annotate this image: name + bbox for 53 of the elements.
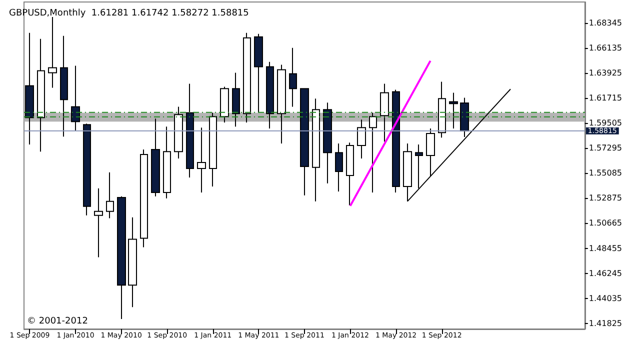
candlestick [83, 123, 91, 216]
candlestick [48, 16, 57, 88]
candlestick [106, 172, 114, 219]
candlestick [71, 65, 80, 132]
candlestick [357, 119, 366, 159]
y-tick-label: 1.41825 [588, 318, 622, 328]
candlestick [438, 81, 446, 138]
candlestick [243, 32, 251, 124]
candlestick [174, 106, 183, 159]
y-tick-label: 1.48455 [588, 244, 622, 253]
y-tick-label: 1.61715 [588, 94, 622, 103]
y-tick-label: 1.44035 [588, 294, 622, 303]
y-tick-label: 1.59505 [588, 118, 622, 128]
candlestick [186, 83, 194, 178]
candlestick [266, 61, 274, 130]
candlestick [128, 216, 137, 308]
candlestick [449, 92, 458, 130]
candlestick [197, 127, 206, 193]
candlestick [289, 47, 297, 108]
y-tick-label: 1.52875 [588, 194, 622, 203]
candlestick [254, 33, 263, 114]
candlestick [94, 188, 103, 258]
y-tick-label: 1.57295 [588, 144, 622, 153]
y-tick-label: 1.50665 [588, 218, 622, 228]
candlestick [220, 86, 229, 124]
y-tick-label: 1.63925 [588, 68, 622, 78]
candlestick [312, 98, 320, 202]
annotation: © 2001-2012 [27, 316, 88, 326]
candlestick [163, 126, 171, 199]
candlestick [380, 83, 389, 142]
candlestick [369, 112, 377, 193]
candlestick [323, 102, 332, 184]
y-tick-label: 1.68345 [588, 18, 622, 28]
candlestick [415, 144, 423, 189]
candlestick [232, 72, 240, 128]
candlestick [392, 89, 400, 193]
candlestick [37, 38, 45, 152]
text: GBPUSD,Monthly 1.61281 1.61742 1.58272 1.58815 [9, 8, 249, 18]
candlestick [60, 35, 68, 138]
candlestick [117, 196, 126, 320]
candlestick [335, 143, 343, 192]
y-tick-label: 1.55085 [588, 168, 622, 178]
candlestick [140, 149, 148, 248]
candlestick [426, 128, 435, 177]
y-tick-label: 1.66135 [588, 43, 622, 52]
candlestick [460, 97, 469, 138]
candlestick [25, 32, 34, 146]
candlestick [300, 88, 309, 196]
candlestick [346, 142, 354, 206]
candlestick [209, 112, 217, 187]
y-tick-label: 1.46245 [588, 268, 622, 278]
candlestick [151, 118, 160, 197]
candlestick [277, 64, 286, 144]
